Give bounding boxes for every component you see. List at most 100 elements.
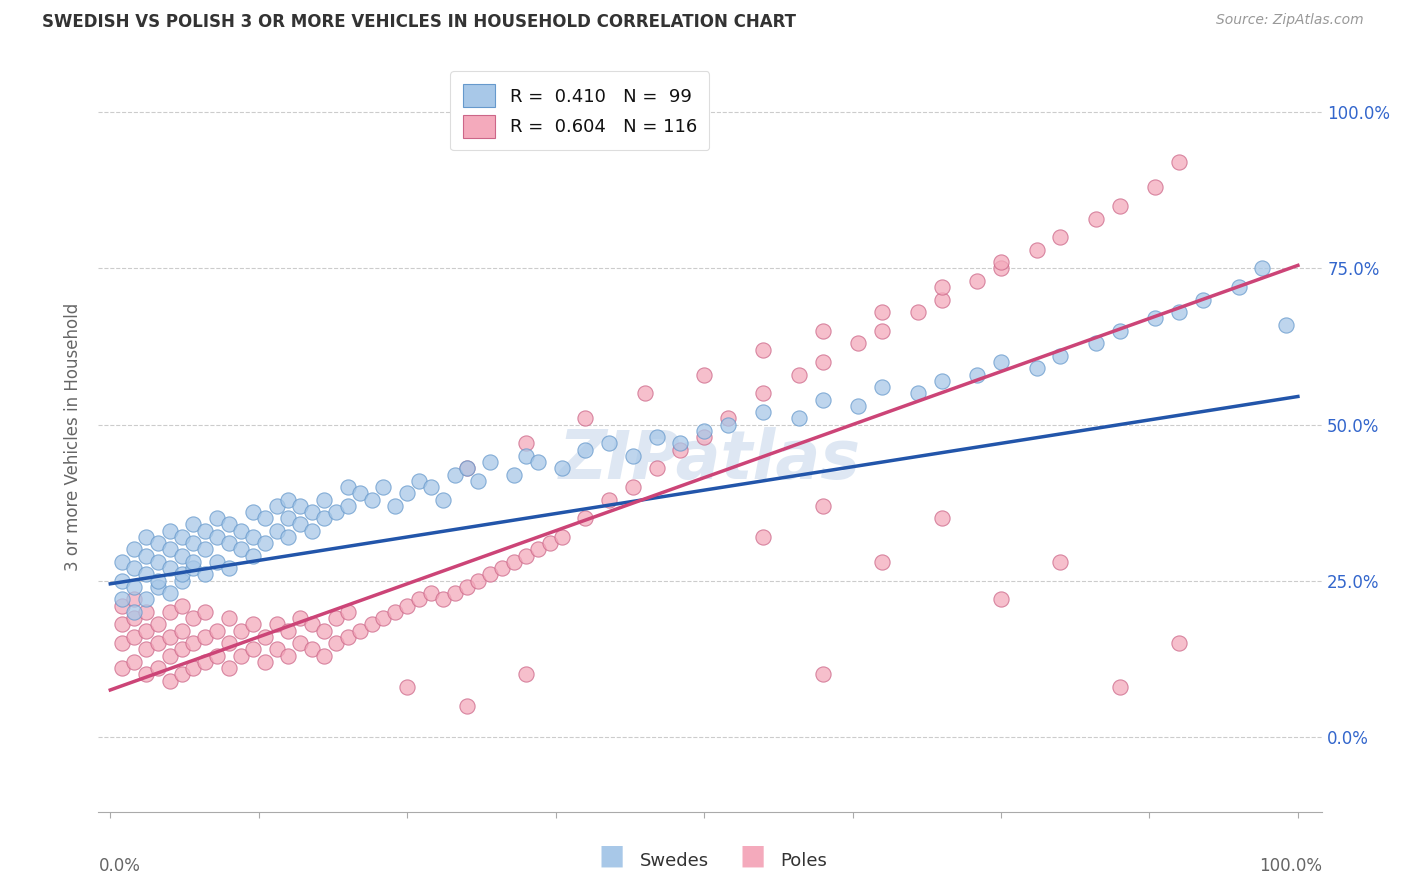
- Text: 0.0%: 0.0%: [98, 856, 141, 875]
- Point: [870, 380, 893, 394]
- Point: [194, 605, 217, 619]
- Point: [1192, 293, 1215, 307]
- Point: [1049, 230, 1071, 244]
- Point: [443, 467, 465, 482]
- Point: [621, 480, 644, 494]
- Point: [467, 474, 489, 488]
- Point: [325, 636, 347, 650]
- Point: [931, 293, 953, 307]
- Point: [598, 492, 620, 507]
- Point: [752, 530, 775, 544]
- Point: [456, 698, 478, 713]
- Point: [312, 648, 335, 663]
- Point: [146, 574, 169, 588]
- Point: [848, 399, 870, 413]
- Point: [848, 336, 870, 351]
- Point: [170, 667, 193, 681]
- Point: [515, 449, 537, 463]
- Point: [159, 630, 181, 644]
- Point: [229, 648, 252, 663]
- Point: [931, 280, 953, 294]
- Point: [111, 617, 134, 632]
- Legend: R =  0.410   N =  99, R =  0.604   N = 116: R = 0.410 N = 99, R = 0.604 N = 116: [450, 71, 710, 151]
- Point: [218, 636, 240, 650]
- Point: [811, 392, 834, 407]
- Point: [336, 480, 359, 494]
- Point: [205, 648, 228, 663]
- Point: [693, 424, 716, 438]
- Point: [621, 449, 644, 463]
- Point: [396, 486, 419, 500]
- Point: [170, 599, 193, 613]
- Point: [527, 455, 550, 469]
- Point: [170, 567, 193, 582]
- Point: [990, 592, 1012, 607]
- Point: [277, 530, 299, 544]
- Point: [312, 624, 335, 638]
- Point: [990, 255, 1012, 269]
- Point: [693, 430, 716, 444]
- Point: [396, 680, 419, 694]
- Point: [122, 630, 145, 644]
- Point: [336, 605, 359, 619]
- Point: [527, 542, 550, 557]
- Text: 100.0%: 100.0%: [1258, 856, 1322, 875]
- Point: [907, 386, 929, 401]
- Point: [515, 436, 537, 450]
- Point: [1168, 636, 1191, 650]
- Point: [253, 630, 276, 644]
- Point: [443, 586, 465, 600]
- Point: [266, 642, 288, 657]
- Point: [931, 374, 953, 388]
- Point: [266, 617, 288, 632]
- Point: [290, 611, 312, 625]
- Point: [1108, 680, 1130, 694]
- Point: [1275, 318, 1298, 332]
- Point: [301, 524, 323, 538]
- Point: [1085, 336, 1108, 351]
- Point: [135, 592, 157, 607]
- Point: [574, 442, 596, 457]
- Point: [135, 549, 157, 563]
- Point: [870, 305, 893, 319]
- Point: [669, 442, 692, 457]
- Point: [752, 386, 775, 401]
- Point: [205, 555, 228, 569]
- Point: [301, 617, 323, 632]
- Point: [135, 642, 157, 657]
- Point: [456, 461, 478, 475]
- Point: [146, 661, 169, 675]
- Point: [384, 605, 406, 619]
- Point: [242, 642, 264, 657]
- Point: [170, 624, 193, 638]
- Point: [183, 611, 205, 625]
- Point: [159, 605, 181, 619]
- Point: [146, 636, 169, 650]
- Point: [717, 411, 740, 425]
- Point: [479, 455, 502, 469]
- Point: [218, 611, 240, 625]
- Point: [420, 480, 443, 494]
- Point: [205, 511, 228, 525]
- Point: [301, 642, 323, 657]
- Point: [503, 555, 526, 569]
- Text: Source: ZipAtlas.com: Source: ZipAtlas.com: [1216, 13, 1364, 28]
- Point: [907, 305, 929, 319]
- Point: [373, 611, 395, 625]
- Point: [811, 499, 834, 513]
- Point: [752, 405, 775, 419]
- Point: [194, 542, 217, 557]
- Point: [111, 599, 134, 613]
- Point: [550, 530, 572, 544]
- Point: [266, 499, 288, 513]
- Point: [242, 549, 264, 563]
- Point: [122, 580, 145, 594]
- Point: [491, 561, 513, 575]
- Point: [550, 461, 572, 475]
- Point: [122, 605, 145, 619]
- Point: [787, 368, 810, 382]
- Point: [290, 636, 312, 650]
- Point: [218, 661, 240, 675]
- Y-axis label: 3 or more Vehicles in Household: 3 or more Vehicles in Household: [65, 303, 83, 571]
- Point: [301, 505, 323, 519]
